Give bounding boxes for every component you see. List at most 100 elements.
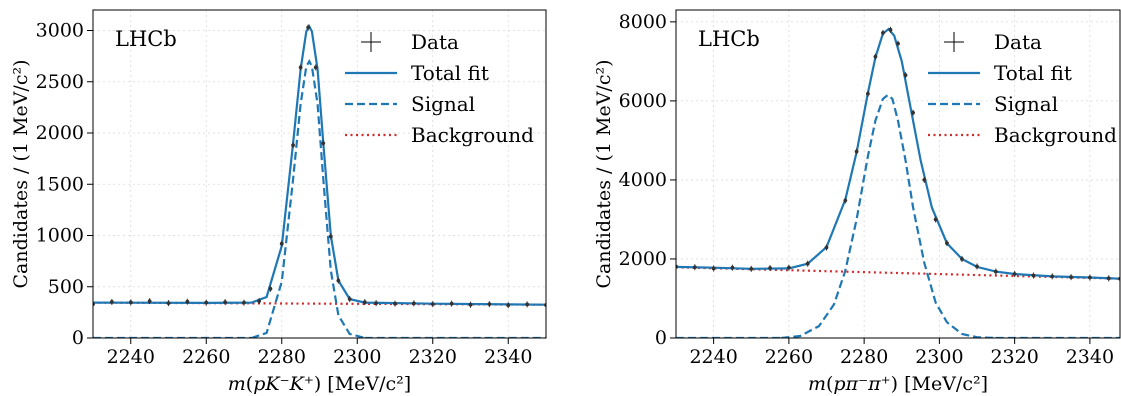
x-axis-title-part: ⁻ — [280, 373, 290, 395]
data-point — [298, 65, 303, 70]
y-tick-label: 8000 — [619, 11, 667, 33]
data-point — [933, 217, 938, 222]
plot-frame — [92, 9, 547, 339]
data-point — [888, 27, 893, 32]
data-point — [865, 91, 870, 96]
data-point — [911, 110, 915, 115]
x-axis-title-part: K — [289, 373, 306, 395]
data-point — [730, 265, 735, 270]
legend-label: Data — [994, 30, 1042, 54]
data-point — [468, 302, 473, 307]
x-tick-label: 2300 — [915, 346, 963, 368]
y-axis-title: Candidates / (1 MeV/c²) — [10, 60, 32, 289]
data-point — [362, 300, 367, 305]
x-axis-title-part: ⁺ — [304, 373, 314, 395]
data-point — [749, 266, 754, 271]
data-point — [223, 300, 228, 305]
data-point — [945, 241, 949, 246]
x-axis-title: m(pK⁻K⁺) [MeV/c²] — [228, 373, 411, 395]
data-point — [328, 234, 333, 239]
data-point — [854, 149, 859, 154]
x-axis-title-part: ( — [246, 373, 253, 395]
x-axis-title-part: ] — [981, 373, 988, 395]
data-point — [786, 265, 791, 270]
x-axis-title-part: pK — [253, 373, 281, 395]
data-point — [430, 302, 435, 307]
chart-panel-1: 2240 2260 2280 2300 2320 2340 0 500 1000 1500 2000… — [10, 9, 547, 395]
data-point — [881, 31, 885, 35]
legend-label: Background — [411, 123, 534, 147]
x-axis-title-part: ⁺ — [881, 373, 891, 395]
data-point — [374, 301, 379, 306]
data-point — [824, 245, 829, 250]
x-tick-label: 2280 — [258, 346, 306, 368]
data-point — [321, 141, 326, 146]
x-axis-title-part: ) [MeV/c — [314, 373, 396, 395]
data-point — [347, 297, 352, 301]
data-point — [291, 143, 295, 148]
x-tick-label: 2240 — [107, 346, 155, 368]
data-point — [279, 241, 284, 246]
plot-area — [676, 26, 1120, 338]
x-axis-title-part: ] — [404, 373, 411, 395]
legend-label: Data — [411, 30, 459, 54]
x-tick-label: 2300 — [333, 346, 381, 368]
data-point — [336, 278, 341, 283]
y-tick-label: 2500 — [36, 71, 84, 93]
data-point — [711, 266, 716, 271]
data-point — [896, 41, 900, 46]
data-point — [960, 257, 964, 261]
x-tick-label: 2240 — [689, 346, 737, 368]
x-axis-title-part: π — [867, 373, 881, 395]
data-point — [903, 73, 908, 78]
x-tick-label: 2320 — [409, 346, 457, 368]
x-axis-title-part: ² — [973, 373, 981, 395]
legend-label: Background — [994, 123, 1117, 147]
legend: Data Total fit Signal Background — [928, 30, 1117, 147]
data-point — [692, 265, 697, 270]
y-tick-label: 3000 — [36, 20, 84, 42]
x-axis-title-part: ( — [826, 373, 833, 395]
data-point — [922, 178, 927, 182]
data-point — [313, 65, 318, 70]
total-fit-curve — [93, 24, 546, 306]
x-axis-title: m(pπ⁻π⁺) [MeV/c²] — [808, 373, 988, 395]
y-tick-label: 1000 — [36, 225, 84, 247]
data-point — [1050, 274, 1055, 279]
data-point — [768, 266, 772, 270]
legend-label: Total fit — [994, 61, 1072, 85]
x-axis-title-part: ) [MeV/c — [891, 373, 973, 395]
data-point — [109, 300, 114, 304]
data-point — [805, 261, 810, 266]
background-curve — [93, 301, 546, 306]
data-point — [525, 302, 530, 307]
data-point — [1106, 276, 1111, 281]
y-tick-label: 1500 — [36, 173, 84, 195]
x-axis-title-part: m — [808, 373, 826, 395]
x-axis-title-part: m — [228, 373, 246, 395]
data-point — [975, 264, 979, 269]
y-tick-label: 2000 — [36, 122, 84, 144]
data-point — [166, 301, 171, 306]
data-point — [487, 302, 492, 307]
data-point — [411, 301, 416, 306]
data-point — [506, 303, 511, 308]
legend-label: Signal — [994, 92, 1058, 116]
plot-area — [93, 24, 546, 338]
x-axis-title-part: ⁻ — [858, 373, 868, 395]
data-point — [1069, 275, 1073, 280]
legend: Data Total fit Signal Background — [345, 30, 534, 147]
data-point — [1087, 275, 1092, 280]
x-tick-label: 2340 — [484, 346, 532, 368]
data-point — [128, 300, 133, 305]
data-point — [204, 300, 209, 305]
data-point — [268, 286, 273, 291]
experiment-label: LHCb — [698, 27, 760, 51]
data-point — [393, 301, 397, 306]
y-tick-label: 0 — [72, 327, 84, 349]
x-axis-title-part: ² — [396, 373, 404, 395]
legend-label: Signal — [411, 92, 475, 116]
data-point — [147, 299, 152, 303]
y-tick-label: 4000 — [619, 169, 667, 191]
